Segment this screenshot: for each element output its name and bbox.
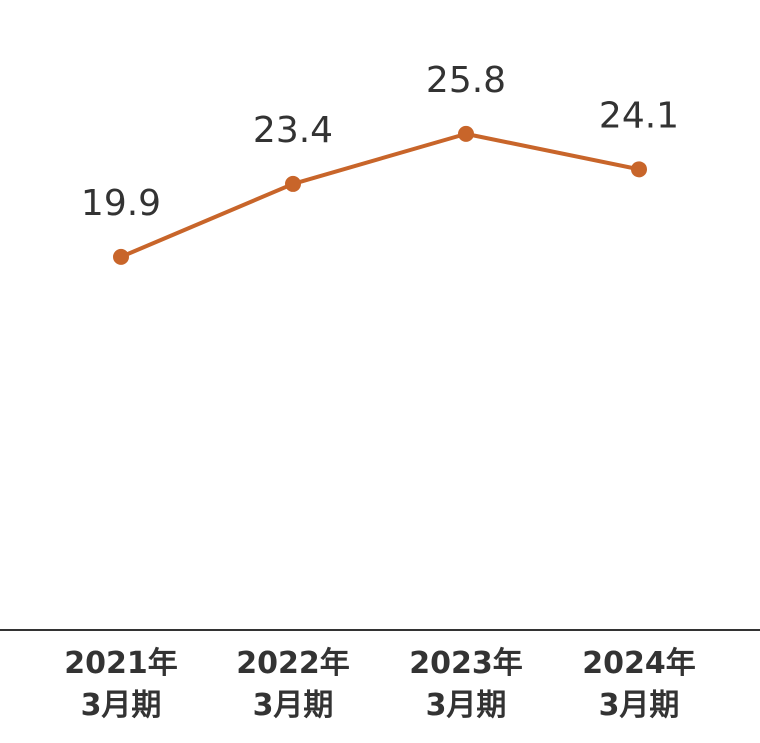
x-tick-label: 3月期	[253, 688, 334, 723]
series-line	[120, 131, 640, 259]
data-label: 23.4	[253, 110, 333, 151]
data-label: 25.8	[426, 60, 506, 101]
data-label: 24.1	[599, 95, 679, 136]
data-label: 19.9	[81, 183, 161, 224]
x-tick-label: 2024年	[582, 646, 696, 681]
x-tick-label: 3月期	[81, 688, 162, 723]
data-point	[458, 125, 474, 142]
x-tick-label: 2021年	[64, 646, 178, 681]
x-tick-label: 3月期	[599, 688, 680, 723]
data-point	[113, 248, 129, 265]
chart-labels: 19.9 23.4 25.8 24.1 2021年 3月期 2022年 3月期 2023年 3月期…	[64, 60, 696, 723]
x-tick-label: 2022年	[236, 646, 350, 681]
data-point	[285, 175, 301, 192]
x-tick-label: 3月期	[426, 688, 507, 723]
x-tick-label: 2023年	[409, 646, 523, 681]
chart-marks	[0, 125, 760, 631]
data-point	[631, 161, 647, 178]
